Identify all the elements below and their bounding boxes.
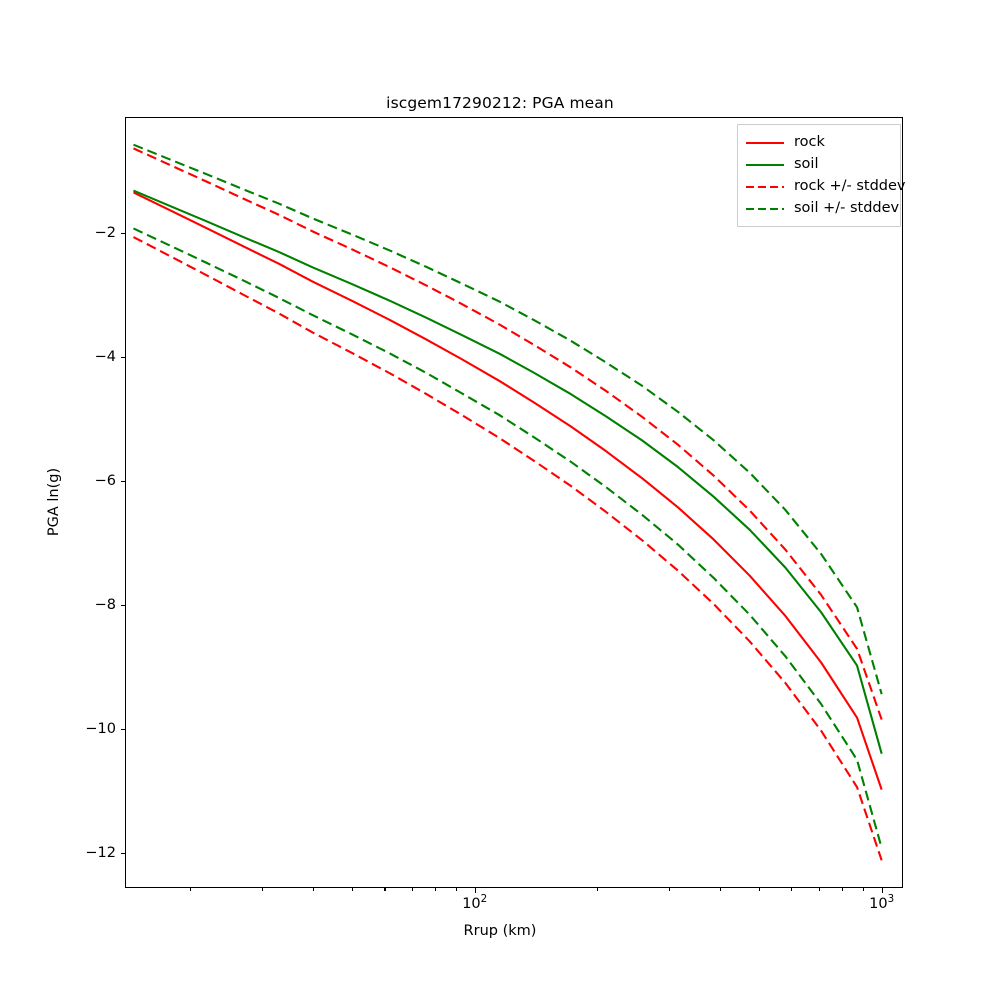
y-axis-label: PGA ln(g) bbox=[46, 467, 62, 537]
y-tick-label: −10 bbox=[85, 720, 116, 737]
y-tick-label: −2 bbox=[94, 224, 116, 241]
x-tick-minor bbox=[759, 888, 761, 891]
x-tick-minor bbox=[190, 888, 192, 891]
legend-item: soil +/- stddev bbox=[745, 197, 899, 219]
x-tick-minor bbox=[719, 888, 721, 891]
x-tick-minor bbox=[261, 888, 264, 891]
legend-box: rock soil rock +/- stddev soil +/- stddev bbox=[737, 124, 906, 227]
curve-soil bbox=[133, 189, 883, 754]
curve-rock-stddev-upper bbox=[133, 147, 883, 720]
x-tick-minor bbox=[411, 888, 413, 891]
legend-label: rock +/- stddev bbox=[794, 178, 906, 194]
legend-swatch-icon bbox=[745, 179, 785, 193]
x-tick-minor bbox=[597, 888, 599, 891]
curve-rock bbox=[133, 191, 883, 790]
legend-label: rock bbox=[794, 134, 825, 150]
y-tick-label: −4 bbox=[94, 348, 116, 365]
x-tick-minor bbox=[842, 888, 844, 891]
x-tick-minor bbox=[791, 888, 793, 891]
x-tick-major bbox=[474, 888, 476, 893]
y-tick-mark bbox=[120, 356, 125, 358]
x-tick-minor bbox=[456, 888, 458, 891]
legend-swatch-icon bbox=[745, 135, 785, 149]
x-tick-minor bbox=[668, 888, 670, 891]
y-tick-mark bbox=[120, 604, 125, 606]
curve-soil-stddev-lower bbox=[133, 227, 883, 849]
x-tick-minor bbox=[312, 888, 314, 891]
legend-swatch-icon bbox=[745, 201, 785, 215]
x-tick-minor bbox=[818, 888, 820, 891]
y-tick-label: −8 bbox=[94, 596, 116, 613]
chart-title: iscgem17290212: PGA mean bbox=[386, 94, 614, 112]
y-tick-mark bbox=[120, 232, 125, 234]
curve-soil-stddev-upper bbox=[133, 143, 883, 695]
x-tick-minor bbox=[863, 888, 865, 891]
y-tick-mark bbox=[120, 728, 125, 730]
legend-item: rock bbox=[745, 131, 893, 153]
legend-swatch-icon bbox=[745, 157, 785, 171]
legend-label: soil +/- stddev bbox=[794, 200, 900, 216]
plot-area bbox=[125, 117, 903, 888]
plot-lines bbox=[132, 143, 883, 861]
y-tick-label: −6 bbox=[94, 472, 116, 489]
x-tick-label: 103 bbox=[869, 893, 895, 912]
curve-rock-stddev-lower bbox=[132, 236, 883, 861]
x-tick-major bbox=[881, 888, 883, 893]
x-tick-minor bbox=[352, 888, 354, 891]
y-tick-label: −12 bbox=[85, 844, 116, 861]
y-tick-mark bbox=[120, 480, 125, 482]
legend-label: soil bbox=[794, 156, 819, 172]
legend-item: rock +/- stddev bbox=[745, 175, 906, 197]
x-tick-minor bbox=[384, 888, 386, 891]
x-axis-label: Rrup (km) bbox=[463, 923, 537, 939]
legend-item: soil bbox=[745, 153, 893, 175]
y-tick-mark bbox=[120, 852, 125, 854]
x-tick-minor bbox=[435, 888, 437, 891]
x-tick-label: 102 bbox=[462, 893, 488, 912]
